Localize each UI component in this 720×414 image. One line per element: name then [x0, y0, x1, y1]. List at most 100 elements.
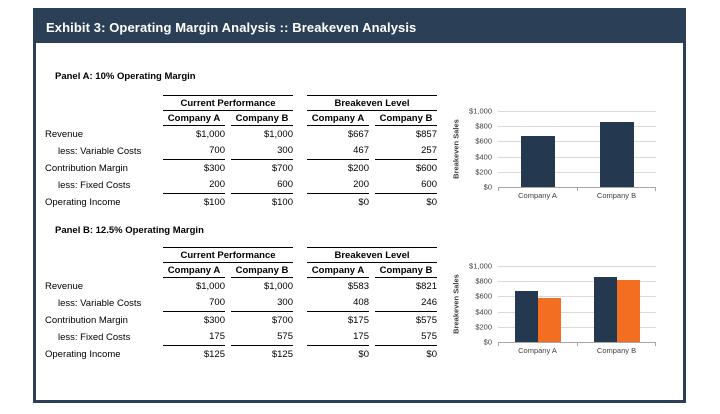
cell-value: $100: [203, 196, 225, 208]
cell-value: 300: [231, 294, 293, 312]
column-header: Company A: [163, 110, 225, 126]
cell-value: $600: [415, 162, 437, 174]
cell-value: $0: [358, 348, 369, 360]
table-row: less: Fixed Costs 175 575 175 575: [45, 328, 437, 346]
table-row: Contribution Margin $300 $700 $175 $575: [45, 312, 437, 329]
table-row: less: Fixed Costs 200 600 200 600: [45, 176, 437, 194]
y-tick-label: $800: [475, 276, 492, 286]
cell-value: 300: [231, 142, 293, 160]
y-tick-label: $200: [475, 167, 492, 177]
group-header-row: Current Performance Breakeven Level: [45, 247, 437, 263]
panel-a-title: Panel A: 10% Operating Margin: [55, 71, 196, 82]
axis-tick: [655, 187, 656, 191]
y-tick-label: $0: [483, 182, 492, 192]
y-tick-label: $200: [475, 322, 492, 332]
cell-value: $200: [347, 162, 369, 174]
cell-value: 575: [375, 328, 437, 346]
y-tick-label: $400: [475, 151, 492, 161]
cell-value: $1,000: [195, 280, 225, 292]
gridline: [498, 141, 656, 143]
gridline: [498, 126, 656, 128]
table-row: Revenue $1,000 $1,000 $667 $857: [45, 126, 437, 143]
cell-value: 575: [231, 328, 293, 346]
cell-value: $0: [358, 196, 369, 208]
breakeven-chart-panel-b: Breakeven Sales $0 $200 $400 $600 $800 $1,000…: [448, 262, 680, 358]
cell-value: $300: [203, 314, 225, 326]
bar-company-b-navy: [599, 121, 634, 187]
cell-value: 246: [375, 294, 437, 312]
plot-area: [498, 111, 656, 191]
column-header-row: Company A Company B Company A Company B: [45, 262, 437, 278]
cell-value: $300: [203, 162, 225, 174]
column-header: Company A: [163, 262, 225, 278]
cell-value: $575: [415, 314, 437, 326]
table-row: less: Variable Costs 700 300 408 246: [45, 294, 437, 312]
gridline: [498, 266, 656, 267]
row-label: less: Variable Costs: [58, 145, 142, 157]
group-gap: [293, 160, 307, 177]
row-label: less: Variable Costs: [58, 297, 142, 309]
table-row: Revenue $1,000 $1,000 $583 $821: [45, 278, 437, 295]
panel-b-table: Current Performance Breakeven Level Compan…: [45, 247, 437, 363]
y-tick-label: $0: [483, 337, 492, 347]
cell-value: $1,000: [195, 128, 225, 140]
row-label: Contribution Margin: [45, 162, 128, 174]
group-header-row: Current Performance Breakeven Level: [45, 95, 437, 111]
cell-value: $0: [426, 348, 437, 360]
gridline: [498, 311, 656, 313]
cell-value: 175: [307, 328, 369, 346]
cell-value: $1,000: [263, 280, 293, 292]
row-label: Operating Income: [45, 348, 121, 360]
gridline: [498, 326, 656, 328]
row-label: Operating Income: [45, 196, 121, 208]
group-gap: [293, 126, 307, 143]
gridline: [498, 156, 656, 158]
bar-company-a-navy: [520, 136, 555, 187]
x-category-label: Company A: [518, 191, 557, 200]
axis-tick: [577, 187, 578, 191]
bar-company-b-navy: [593, 276, 617, 342]
group-header: Breakeven Level: [307, 247, 437, 263]
cell-value: 467: [307, 142, 369, 160]
axis-tick: [498, 187, 499, 191]
table-row: Operating Income $100 $100 $0 $0: [45, 194, 437, 211]
cell-value: 700: [163, 294, 225, 312]
exhibit-frame: Exhibit 3: Operating Margin Analysis :: …: [33, 8, 686, 403]
cell-value: 600: [375, 176, 437, 194]
group-gap: [293, 295, 307, 312]
axis-tick: [498, 342, 499, 346]
y-tick-label: $1,000: [469, 261, 492, 271]
row-label: less: Fixed Costs: [58, 331, 131, 343]
cell-value: $857: [415, 128, 437, 140]
panel-b-title: Panel B: 12.5% Operating Margin: [55, 225, 204, 236]
group-gap: [293, 248, 307, 263]
cell-value: $583: [347, 280, 369, 292]
group-gap: [293, 312, 307, 329]
column-header: Company A: [307, 110, 369, 126]
cell-value: 200: [307, 176, 369, 194]
cell-value: $700: [271, 162, 293, 174]
group-gap: [293, 143, 307, 160]
cell-value: $700: [271, 314, 293, 326]
group-gap: [293, 329, 307, 346]
gridline: [498, 281, 656, 283]
column-header: Company B: [231, 110, 293, 126]
y-tick-label: $800: [475, 121, 492, 131]
bar-company-a-navy: [514, 291, 538, 342]
cell-value: $0: [426, 196, 437, 208]
cell-value: $821: [415, 280, 437, 292]
cell-value: 175: [163, 328, 225, 346]
row-label: Contribution Margin: [45, 314, 128, 326]
column-header: Company B: [375, 262, 437, 278]
cell-value: 408: [307, 294, 369, 312]
row-label: Revenue: [45, 280, 84, 292]
table-row: Operating Income $125 $125 $0 $0: [45, 346, 437, 363]
table-row: Contribution Margin $300 $700 $200 $600: [45, 160, 437, 177]
group-gap: [293, 278, 307, 295]
group-header: Current Performance: [163, 95, 293, 111]
gridline: [498, 111, 656, 112]
gridline: [498, 296, 656, 298]
cell-value: $125: [203, 348, 225, 360]
group-gap: [293, 263, 307, 278]
y-tick-label: $1,000: [469, 106, 492, 116]
